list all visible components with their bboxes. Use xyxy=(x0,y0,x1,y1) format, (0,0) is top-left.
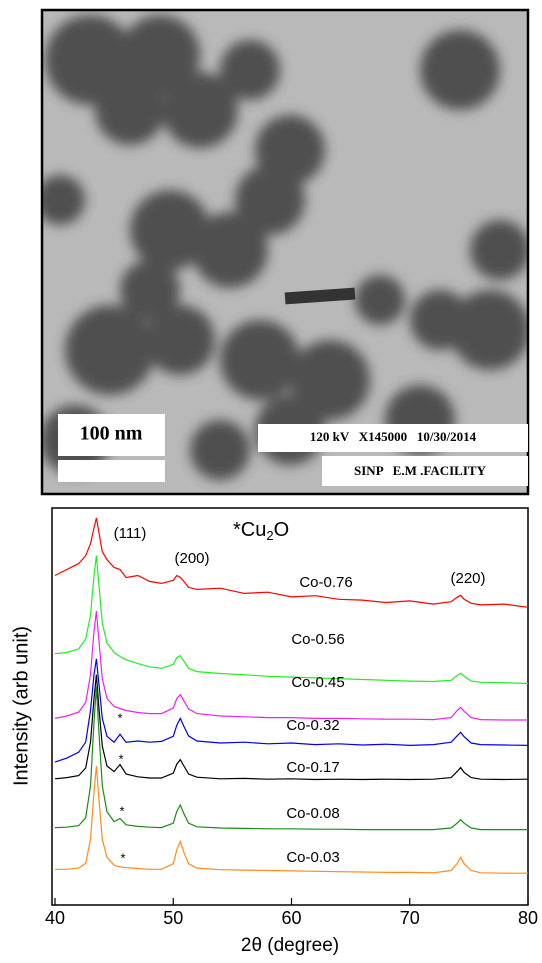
series-line xyxy=(54,674,529,781)
scale-box xyxy=(58,414,165,456)
series-line xyxy=(54,686,528,831)
x-tick-label: 80 xyxy=(518,908,538,928)
series-label: Co-0.32 xyxy=(286,717,339,734)
series-label: Co-0.03 xyxy=(286,849,339,866)
annotation: (111) xyxy=(114,525,147,542)
x-tick-label: 60 xyxy=(281,908,301,928)
plot-frame xyxy=(51,507,529,906)
series-label: Co-0.17 xyxy=(286,759,339,776)
phase-text: *Cu xyxy=(233,519,266,541)
series-line xyxy=(54,517,529,608)
phase-sub: 2 xyxy=(266,528,273,543)
tem-image xyxy=(42,10,528,494)
series-label: Co-0.08 xyxy=(286,805,339,822)
scale-bar xyxy=(58,460,165,482)
series-label: Co-0.45 xyxy=(291,674,344,691)
series-line xyxy=(54,555,529,685)
facility-box xyxy=(322,456,528,486)
annotation: * xyxy=(118,751,123,766)
annotation: (200) xyxy=(174,550,209,567)
x-axis-label: 2θ (degree) xyxy=(241,935,339,956)
annotation: * xyxy=(119,803,124,818)
annotation: * xyxy=(120,850,125,865)
y-axis-label: Intensity (arb unit) xyxy=(10,626,32,786)
annotation: * xyxy=(117,710,122,725)
phase-label: *Cu2O xyxy=(233,519,289,543)
x-tick-label: 50 xyxy=(163,908,183,928)
series-line xyxy=(54,658,529,763)
series-line xyxy=(55,765,528,874)
x-tick-label: 70 xyxy=(400,908,420,928)
x-tick-label: 40 xyxy=(45,908,65,928)
phase-tail: O xyxy=(274,519,290,541)
series-line xyxy=(54,611,528,721)
series-label: Co-0.76 xyxy=(299,574,352,591)
series-label: Co-0.56 xyxy=(291,631,344,648)
annotation: (220) xyxy=(450,570,485,587)
image-border xyxy=(40,8,530,496)
scale-label: 100 nm xyxy=(80,423,143,445)
info-label: 120 kV X145000 10/30/2014 xyxy=(310,429,477,444)
info-box xyxy=(258,424,528,452)
facility-label: SINP E.M .FACILITY xyxy=(354,463,487,478)
